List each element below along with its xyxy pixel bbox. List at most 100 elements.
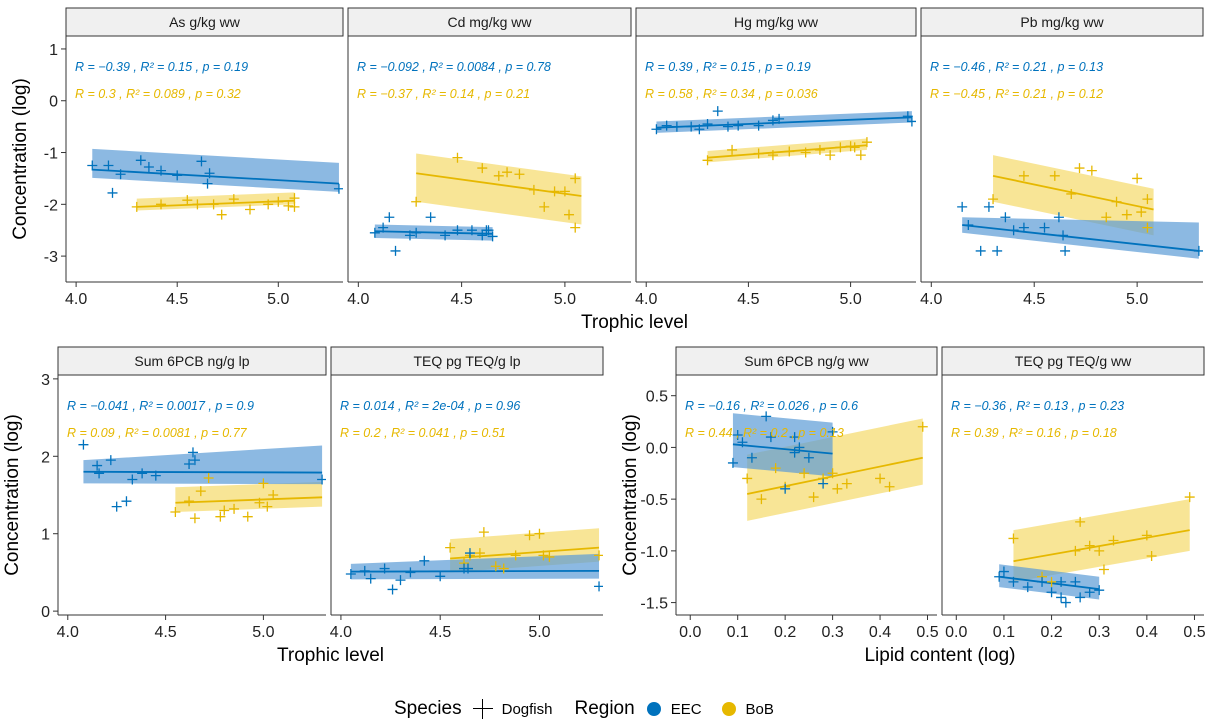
data-point-bob [1111, 196, 1122, 207]
panel-5: TEQ pg TEQ/g lp 4.0 4.5 5.0 R = 0.014 , R² =… [330, 346, 604, 641]
data-point-bob [835, 142, 846, 153]
data-point-bob [156, 199, 167, 210]
data-point-eec [1000, 212, 1011, 223]
data-point-eec [156, 165, 167, 176]
data-point-eec [464, 548, 475, 559]
stats-annotation-eec: R = −0.36 , R² = 0.13 , p = 0.23 [951, 399, 1124, 413]
confidence-band-eec [83, 445, 323, 485]
data-point-eec [387, 584, 398, 595]
data-point-eec [107, 187, 118, 198]
data-point-bob [258, 478, 269, 489]
data-point-bob [742, 473, 753, 484]
data-point-eec [92, 460, 103, 471]
data-point-eec [440, 230, 451, 241]
confidence-band-eec [92, 148, 339, 192]
data-point-eec [1008, 225, 1019, 236]
data-point-eec [594, 581, 603, 592]
panel-4: Sum 6PCB ng/g lp 4.0 4.5 5.0 0 1 2 3 R = −0.041 … [2, 346, 327, 641]
data-point-bob [808, 492, 819, 503]
panel-data [957, 155, 1203, 259]
regression-line-eec [999, 575, 1100, 591]
x-axis-label: Trophic level [277, 645, 384, 666]
panel-data [994, 492, 1195, 608]
data-point-bob [559, 186, 570, 197]
data-point-eec [115, 169, 126, 180]
x-tick-label: 0.2 [774, 624, 796, 641]
x-tick-label: 0.0 [945, 624, 967, 641]
data-point-bob [1049, 170, 1060, 181]
stats-annotation-eec: R = −0.092 , R² = 0.0084 , p = 0.78 [357, 60, 551, 74]
data-point-eec [746, 452, 757, 463]
data-point-bob [570, 173, 581, 184]
data-point-eec [127, 474, 138, 485]
data-point-bob [1141, 530, 1152, 541]
data-point-eec [172, 170, 183, 181]
x-tick-label: 0.5 [1183, 624, 1205, 641]
data-point-bob [770, 463, 781, 474]
data-point-bob [841, 478, 852, 489]
data-point-bob [1132, 173, 1143, 184]
data-point-eec [753, 120, 764, 131]
panel-strip [941, 346, 1205, 376]
data-point-bob [228, 194, 239, 205]
panel-strip [675, 346, 938, 376]
panel-strip [920, 7, 1204, 37]
data-point-bob [452, 152, 463, 163]
data-point-eec [1008, 576, 1019, 587]
data-point-eec [651, 124, 662, 135]
x-tick-label: 5.0 [1126, 291, 1148, 308]
confidence-band-bob [707, 138, 867, 163]
data-point-bob [131, 201, 142, 212]
y-tick-label: -3 [44, 249, 58, 266]
x-tick-label: 4.5 [450, 291, 472, 308]
stats-annotation-eec: R = −0.041 , R² = 0.0017 , p = 0.9 [67, 399, 254, 413]
stats-annotation-bob: R = 0.2 , R² = 0.041 , p = 0.51 [340, 426, 506, 440]
data-point-bob [502, 167, 513, 178]
x-tick-label: 4.5 [154, 624, 176, 641]
data-point-bob [195, 486, 206, 497]
data-point-eec [702, 119, 713, 130]
data-point-eec [379, 563, 390, 574]
data-point-bob [814, 144, 825, 155]
x-tick-label: 5.0 [839, 291, 861, 308]
data-point-eec [732, 430, 743, 440]
data-point-bob [1108, 535, 1119, 546]
regression-line-eec [962, 224, 1199, 252]
x-tick-label: 5.0 [528, 624, 550, 641]
data-point-bob [182, 195, 193, 206]
data-point-eec [1056, 576, 1067, 587]
data-point-eec [818, 478, 829, 489]
data-point-bob [1142, 222, 1153, 233]
panel-strip [347, 7, 632, 37]
stats-annotation-eec: R = −0.46 , R² = 0.21 , p = 0.13 [930, 60, 1103, 74]
y-axis-label: Concentration (log) [10, 78, 31, 240]
data-point-eec [452, 225, 463, 236]
data-point-bob [538, 550, 549, 561]
data-point-eec [671, 121, 682, 132]
data-point-bob [1066, 188, 1077, 199]
panel-title: TEQ pg TEQ/g ww [1015, 353, 1132, 369]
data-point-bob [474, 548, 485, 559]
data-point-eec [78, 439, 89, 450]
x-tick-label: 4.0 [330, 624, 352, 641]
regression-line-eec [350, 569, 600, 573]
data-point-bob [514, 169, 525, 180]
data-point-eec [204, 168, 215, 179]
data-point-eec [477, 230, 488, 241]
data-point-eec [1060, 597, 1071, 608]
data-point-bob [528, 184, 539, 195]
data-point-bob [753, 148, 764, 159]
stats-annotation-bob: R = 0.44 , R² = 0.2 , p = 0.13 [685, 426, 844, 440]
stats-annotation-bob: R = 0.58 , R² = 0.34 , p = 0.036 [645, 87, 818, 101]
confidence-band-bob [416, 153, 582, 225]
data-point-eec [975, 245, 986, 256]
regression-line-bob [747, 456, 923, 495]
data-point-eec [317, 474, 326, 485]
panel-strip [635, 7, 917, 37]
panel-title: Sum 6PCB ng/g lp [134, 353, 249, 369]
data-point-eec [767, 115, 778, 126]
data-point-eec [111, 501, 122, 512]
data-point-bob [445, 542, 456, 553]
data-point-eec [906, 116, 916, 127]
data-point-bob [229, 503, 240, 514]
